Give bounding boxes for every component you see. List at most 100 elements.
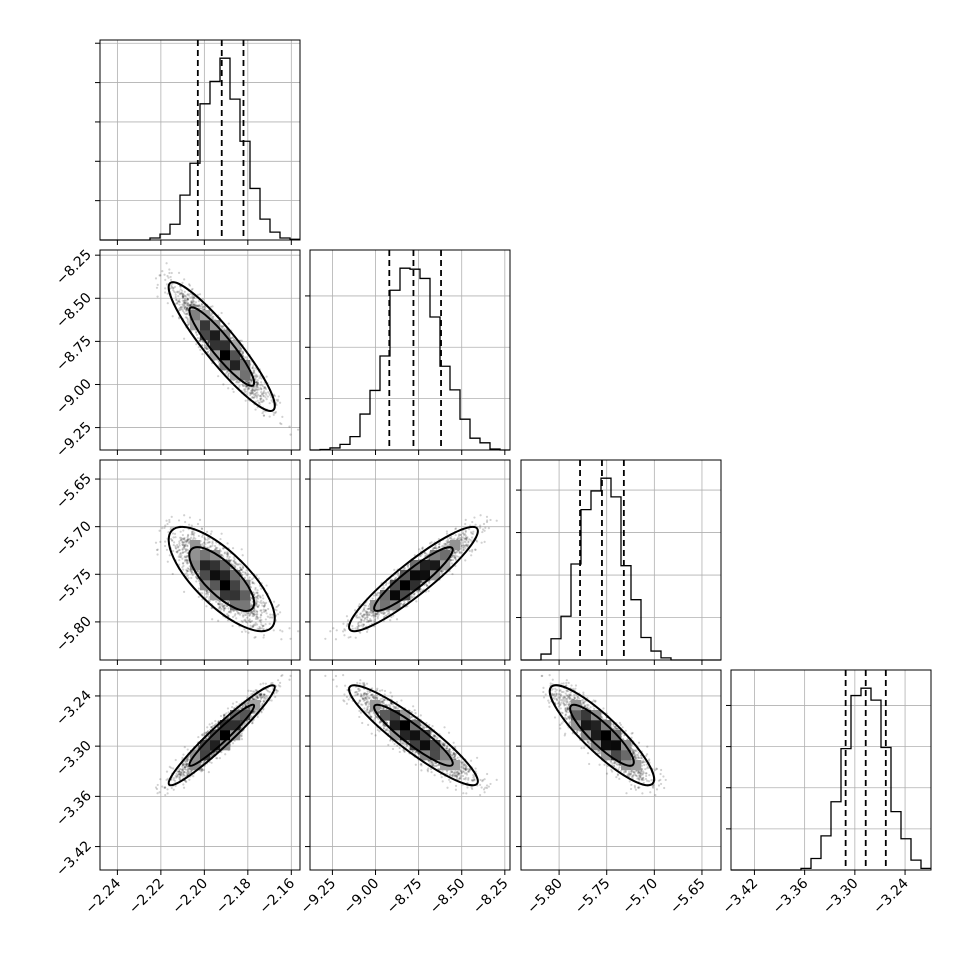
density-cell — [190, 560, 201, 571]
sample-point — [255, 395, 259, 398]
sample-point — [227, 601, 230, 604]
sample-point — [253, 389, 256, 392]
sample-point — [184, 299, 187, 302]
sample-point — [206, 530, 209, 533]
sample-point — [165, 519, 168, 522]
sample-point — [166, 292, 169, 295]
sample-point — [187, 302, 190, 306]
sample-point — [186, 306, 189, 309]
sample-point — [223, 552, 226, 555]
sample-point — [218, 606, 221, 609]
density-cell — [200, 550, 211, 561]
sample-point — [239, 566, 242, 569]
sample-point — [250, 604, 253, 607]
sample-point — [198, 518, 202, 521]
sample-point — [221, 547, 225, 550]
sample-point — [171, 572, 174, 576]
sample-point — [250, 389, 254, 392]
sample-point — [181, 292, 184, 295]
sample-point — [262, 624, 265, 627]
sample-point — [164, 524, 167, 527]
sample-point — [271, 400, 274, 403]
sample-point — [166, 274, 169, 278]
sample-point — [257, 388, 261, 391]
sample-point — [254, 588, 257, 591]
sample-point — [183, 545, 187, 548]
sample-point — [262, 610, 266, 613]
sample-point — [248, 613, 251, 617]
sample-point — [264, 623, 267, 626]
sample-point — [251, 614, 254, 618]
sample-point — [241, 383, 244, 386]
sample-point — [256, 595, 259, 598]
sample-point — [196, 570, 199, 573]
sample-point — [187, 567, 190, 571]
sample-point — [209, 545, 212, 548]
sample-point — [186, 567, 189, 570]
sample-point — [196, 304, 199, 308]
sample-point — [259, 386, 262, 389]
sample-point — [258, 403, 261, 406]
sample-point — [219, 604, 222, 607]
sample-point — [192, 295, 195, 298]
sample-point — [253, 623, 256, 626]
density-cell — [240, 590, 251, 601]
sample-point — [188, 523, 191, 526]
sample-point — [247, 381, 250, 384]
sample-point — [249, 624, 252, 627]
sample-point — [244, 630, 247, 633]
sample-point — [251, 612, 254, 615]
sample-point — [260, 587, 263, 590]
sample-point — [277, 603, 280, 607]
sample-point — [195, 577, 199, 580]
sample-point — [222, 609, 226, 612]
sample-point — [208, 597, 211, 600]
sample-point — [172, 543, 175, 547]
sample-point — [238, 381, 241, 384]
sample-point — [261, 400, 264, 404]
sample-point — [182, 311, 186, 314]
sample-point — [186, 293, 189, 296]
sample-point — [159, 274, 162, 277]
sample-point — [246, 621, 249, 624]
histogram-panel-2 — [516, 459, 722, 665]
histogram-frame-2 — [520, 459, 722, 661]
sample-point — [256, 393, 260, 396]
sample-point — [268, 392, 271, 395]
sample-point — [252, 625, 255, 628]
sample-point — [207, 341, 210, 344]
sample-point — [267, 607, 270, 611]
sample-point — [181, 299, 184, 302]
sample-point — [255, 574, 258, 577]
sample-point — [240, 630, 244, 633]
sample-point — [221, 602, 224, 605]
sample-point — [240, 611, 243, 614]
sample-point — [185, 307, 188, 310]
sample-point — [170, 286, 173, 290]
sample-point — [205, 591, 208, 595]
histogram-panel-0 — [95, 39, 301, 245]
sample-point — [229, 337, 233, 340]
sample-point — [218, 602, 221, 605]
sample-point — [247, 612, 250, 615]
sample-point — [243, 628, 246, 631]
sample-point — [252, 370, 256, 374]
sample-point — [260, 397, 263, 400]
sample-point — [170, 539, 174, 542]
sample-point — [178, 298, 181, 301]
sample-point — [256, 388, 259, 391]
sample-point — [256, 596, 259, 599]
sample-point — [260, 381, 263, 384]
sample-point — [217, 607, 220, 610]
sample-point — [171, 287, 175, 290]
sample-point — [222, 607, 225, 610]
sample-point — [260, 377, 263, 380]
sample-point — [178, 542, 181, 545]
sample-point — [176, 543, 179, 547]
sample-point — [251, 388, 254, 391]
density-cell — [210, 330, 221, 341]
sample-point — [181, 295, 184, 298]
sample-point — [245, 569, 248, 572]
sample-point — [227, 372, 230, 375]
sample-point — [185, 313, 188, 316]
